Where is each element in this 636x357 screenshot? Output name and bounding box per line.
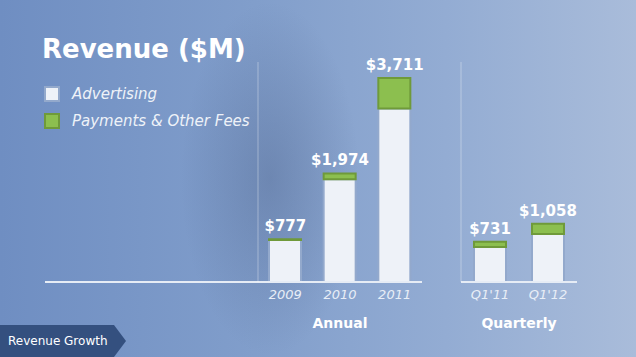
svg-text:$777: $777 (264, 217, 306, 235)
html-text:Advertising: Advertising (72, 84, 158, 103)
svg-text:Q1'12: Q1'12 (529, 287, 568, 302)
svg-text:Quarterly: Quarterly (481, 315, 556, 331)
html-text:Revenue ($M): Revenue ($M) (42, 34, 246, 64)
svg-text:Annual: Annual (313, 315, 368, 331)
svg-text:2009: 2009 (269, 287, 302, 302)
svg-text:$3,711: $3,711 (366, 56, 424, 74)
html-text:Payments & Other Fees: Payments & Other Fees (72, 111, 250, 130)
html-text:Revenue Growth: Revenue Growth (8, 334, 108, 348)
svg-text:$731: $731 (469, 220, 511, 238)
svg-text:$1,058: $1,058 (519, 202, 577, 220)
svg-text:Q1'11: Q1'11 (471, 287, 510, 302)
svg-text:2010: 2010 (323, 287, 356, 302)
svg-text:$1,974: $1,974 (311, 151, 369, 169)
svg-text:2011: 2011 (378, 287, 411, 302)
